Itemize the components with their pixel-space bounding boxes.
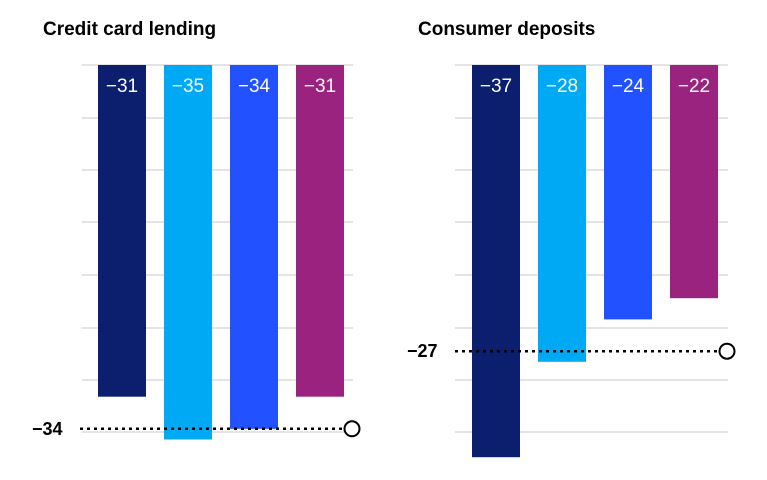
- bar: [230, 65, 278, 429]
- bar-value-label: −34: [238, 76, 271, 97]
- bar: [472, 65, 520, 458]
- panel-consumer-deposits: Consumer deposits −37 −28 −24 −22 −27: [407, 19, 736, 458]
- bar-value-label: −22: [678, 76, 710, 97]
- bar: [670, 65, 718, 299]
- panel-credit-card-lending: Credit card lending −31 −35 −34 −31 −34: [32, 19, 361, 440]
- bar-value-labels: −37 −28 −24 −22: [480, 76, 710, 97]
- bar-value-label: −31: [304, 76, 336, 97]
- bar-value-label: −37: [480, 76, 512, 97]
- bar-value-label: −28: [546, 76, 578, 97]
- average-line-group: −27: [407, 341, 736, 361]
- bar-group: [98, 65, 344, 440]
- panel-title-consumer-deposits: Consumer deposits: [418, 19, 595, 40]
- bar: [164, 65, 212, 440]
- average-marker: [343, 420, 361, 438]
- bar: [604, 65, 652, 320]
- average-label: −34: [32, 419, 63, 439]
- average-line-group: −34: [32, 419, 361, 439]
- bar: [538, 65, 586, 362]
- bar-value-labels: −31 −35 −34 −31: [106, 76, 336, 97]
- average-marker: [718, 342, 736, 360]
- bar-value-label: −35: [172, 76, 204, 97]
- average-label: −27: [407, 341, 438, 361]
- bar: [98, 65, 146, 397]
- bar-group: [472, 65, 718, 458]
- panel-title-credit-card-lending: Credit card lending: [43, 19, 216, 40]
- bar: [296, 65, 344, 397]
- bar-value-label: −24: [612, 76, 645, 97]
- bar-value-label: −31: [106, 76, 138, 97]
